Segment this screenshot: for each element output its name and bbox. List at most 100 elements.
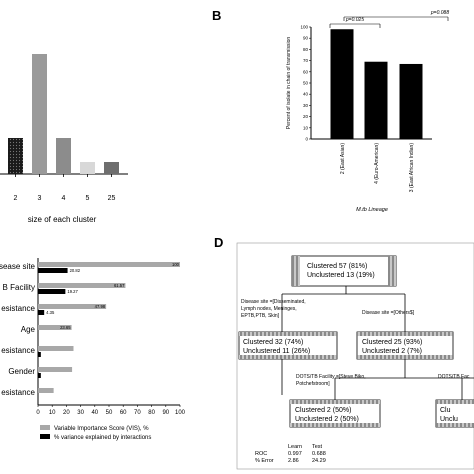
panel-c-interaction-data-label: 19.27 (67, 289, 78, 294)
panel-a-x-tick-label: 3 (38, 195, 42, 202)
tree-right-clustered: Clustered 25 (93%) (362, 339, 422, 346)
stats-row-error: % Error (255, 458, 274, 464)
panel-c-x-tick-label: 90 (162, 410, 169, 416)
panel-b-pvalue-inner: p=0.025 (345, 17, 364, 23)
panel-c-category-label: Gender (8, 367, 35, 376)
panel-b-lineage-chart: B 0 10 20 30 40 50 60 70 80 90 100 2 (East Asian) 4… (212, 8, 449, 213)
legend-swatch-interactions (40, 434, 50, 439)
panel-c-x-tick-label: 30 (77, 410, 84, 416)
panel-a-bar-4 (56, 138, 71, 174)
panel-b-bar-3 (399, 63, 423, 139)
tree-left-clustered: Clustered 32 (74%) (243, 339, 303, 346)
tree-root-clustered: Clustered 57 (81%) (307, 263, 367, 270)
panel-c-interaction-bar (38, 268, 68, 273)
tree-connectors (281, 286, 474, 400)
panel-c-interaction-bar (38, 352, 41, 357)
panel-c-category-label: isease site (0, 262, 36, 271)
panel-c-x-tick-label: 40 (91, 410, 98, 416)
panel-b-x-tick-label: 2 (East Asian) (340, 143, 346, 174)
panel-a-x-tick-label: 4 (62, 195, 66, 202)
tree-node-right: Clustered 25 (93%) Unclustered 2 (7%) (356, 331, 454, 360)
panel-a-x-axis-label: size of each cluster (28, 215, 97, 224)
stats-col-learn: Learn (288, 444, 302, 450)
stats-col-test: Test (312, 444, 323, 450)
panel-c-vis-data-label: 23.65 (60, 325, 71, 330)
panel-c-category-label: B Facility (3, 283, 35, 292)
panel-b-y-tick-label: 20 (303, 114, 309, 119)
panel-b-label: B (212, 8, 221, 23)
panel-a-x-tick-label: 25 (108, 195, 116, 202)
tree-leaf-right: Clu Unclu (435, 399, 474, 428)
tree-node-root: Clustered 57 (81%) Unclustered 13 (19%) (291, 255, 397, 287)
panel-c-vis-bar (38, 388, 54, 393)
panel-c-interaction-data-label: 20.82 (70, 268, 81, 273)
panel-d-classification-tree: D Clustered 57 (81%) Unclustered 13 (19%… (214, 235, 474, 470)
tree-leaf-left: Clustered 2 (50%) Unclustered 2 (50%) (289, 399, 381, 428)
tree-frame (236, 242, 474, 470)
panel-b-y-tick-label: 100 (300, 25, 308, 30)
panel-a-x-tick-label: 5 (86, 195, 90, 202)
panel-b-x-tick-label: 3 (East African Indian) (409, 143, 415, 193)
stats-roc-learn: 0.997 (288, 451, 302, 457)
panel-a-bar-5 (80, 162, 95, 174)
panel-c-interaction-bar (38, 310, 45, 315)
panel-c-x-tick-label: 10 (49, 410, 56, 416)
tree-facility-split-right-label: DOTS/TB Fac (438, 374, 470, 380)
panel-a-bar-2 (8, 138, 23, 174)
legend-label-vis: Variable Importance Score (VIS), % (54, 426, 149, 432)
panel-c-category-label: esistance (1, 346, 35, 355)
stats-err-learn: 2.86 (288, 458, 299, 464)
stats-err-test: 24.29 (312, 458, 326, 464)
tree-split-right-label: Disease site =[Others$] (362, 310, 415, 316)
panel-b-y-tick-label: 0 (305, 137, 308, 142)
panel-b-y-tick-label: 50 (303, 81, 309, 86)
panel-c-vis-data-label: 100 (172, 262, 180, 267)
panel-c-x-tick-label: 100 (175, 410, 186, 416)
stats-roc-test: 0.688 (312, 451, 326, 457)
panel-c-x-tick-label: 50 (106, 410, 113, 416)
panel-c-interaction-bar (38, 289, 66, 294)
panel-b-y-tick-label: 60 (303, 69, 309, 74)
tree-split-left-label: Disease site =[Disseminated, Lymph nodes… (241, 299, 307, 319)
tree-node-left: Clustered 32 (74%) Unclustered 11 (26%) (238, 331, 338, 360)
panel-c-vis-bar (38, 325, 72, 330)
panel-c-interaction-bar (38, 373, 41, 378)
panel-c-vis-data-label: 47.98 (95, 304, 106, 309)
panel-b-x-axis-label: M.tb Lineage (356, 207, 388, 213)
legend-label-interactions: % variance explained by interactions (54, 435, 151, 441)
legend-swatch-vis (40, 425, 50, 430)
panel-c-x-tick-label: 0 (36, 410, 40, 416)
panel-c-x-tick-label: 80 (148, 410, 155, 416)
panel-b-pvalue-outer: p=0.088 (430, 10, 449, 16)
panel-c-vis-bar (38, 283, 126, 288)
tree-facility-split-left-label: DOTS/TB Facility =[Steve Biko, Potchefst… (296, 374, 367, 387)
panel-b-y-tick-label: 40 (303, 92, 309, 97)
panel-b-y-tick-label: 80 (303, 47, 309, 52)
panel-b-y-tick-label: 10 (303, 125, 309, 130)
panel-c-category-label: esistance (1, 388, 35, 397)
stats-row-roc: ROC (255, 451, 267, 457)
panel-c-category-label: Age (21, 325, 36, 334)
panel-c-category-label: esistance (1, 304, 35, 313)
tree-right-unclustered: Unclustered 2 (7%) (362, 348, 422, 355)
tree-leaf-right-unclustered: Unclu (440, 416, 458, 423)
tree-leaf-left-clustered: Clustered 2 (50%) (295, 407, 351, 414)
panel-b-x-tick-label: 4 (Euro-American) (374, 143, 380, 184)
panel-c-x-tick-label: 70 (134, 410, 141, 416)
tree-left-unclustered: Unclustered 11 (26%) (243, 348, 310, 355)
panel-a-bar-3 (32, 54, 47, 174)
panel-b-y-tick-label: 90 (303, 36, 309, 41)
panel-c-x-tick-label: 20 (63, 410, 70, 416)
panel-c-vis-bar (38, 304, 107, 309)
panel-a-cluster-size-chart: 2 3 4 5 25 size of each cluster (0, 54, 128, 224)
panel-c-vis-bar (38, 367, 73, 372)
panel-b-y-tick-label: 30 (303, 103, 309, 108)
tree-stats-table: Learn Test ROC 0.997 0.688 % Error 2.86 … (255, 444, 326, 464)
panel-c-vis-bar (38, 346, 74, 351)
panel-b-y-tick-label: 70 (303, 58, 309, 63)
panel-a-bar-25 (104, 162, 119, 174)
panel-b-bar-1 (330, 29, 354, 140)
panel-c-vis-bar (38, 262, 180, 267)
